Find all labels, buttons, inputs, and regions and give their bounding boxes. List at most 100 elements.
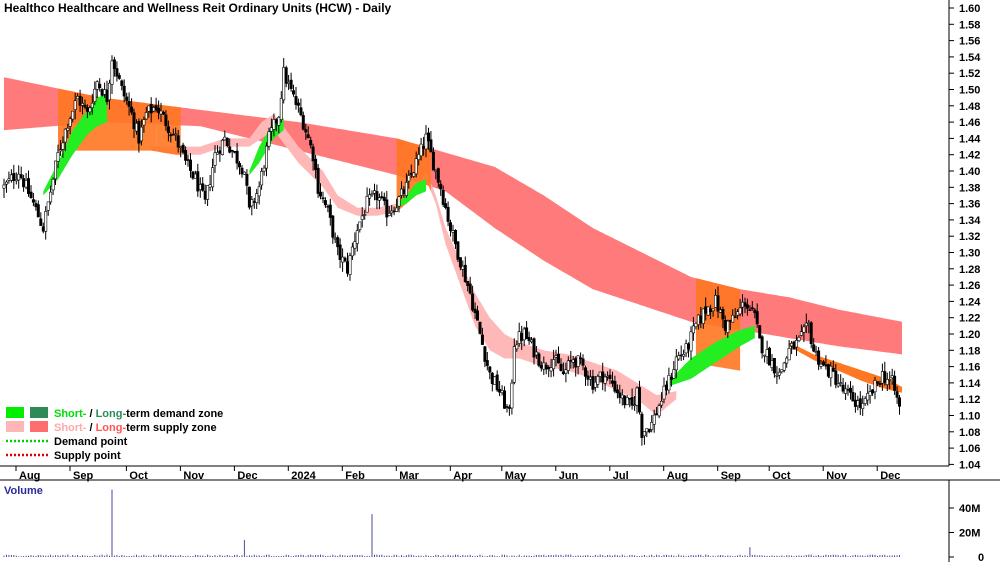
price-candle [674, 356, 678, 371]
price-candle [512, 346, 516, 383]
price-candle [282, 67, 286, 101]
price-candle [419, 143, 423, 157]
price-candle [431, 151, 435, 171]
price-candle [39, 218, 43, 226]
price-candle [726, 320, 730, 333]
price-candle [603, 376, 607, 384]
price-candle [83, 104, 87, 108]
volume-tick-label: 0 [978, 552, 984, 562]
price-candle [382, 196, 386, 201]
price-candle [53, 160, 57, 180]
price-candle [51, 179, 55, 191]
price-candle [841, 384, 845, 392]
price-candle [633, 404, 637, 407]
price-candle [444, 203, 448, 208]
price-candle [733, 316, 737, 318]
volume-panel-title: Volume [4, 485, 43, 497]
month-tick-label: Apr [453, 470, 473, 482]
price-candle [660, 400, 664, 406]
price-candle [669, 376, 673, 380]
price-candle [441, 190, 445, 205]
price-candle [144, 112, 148, 120]
price-candle [301, 115, 305, 130]
price-candle [402, 189, 406, 195]
price-candle [613, 380, 617, 392]
price-candle [434, 170, 438, 172]
price-candle [848, 387, 852, 393]
chart-title: Healthco Healthcare and Wellness Reit Or… [4, 1, 392, 15]
price-candle [802, 326, 806, 333]
legend-label: Supply point [54, 450, 121, 462]
price-candle [98, 83, 102, 88]
price-candle [485, 360, 489, 366]
price-candle [564, 369, 568, 374]
price-candle [277, 117, 281, 126]
price-candle [348, 255, 352, 275]
price-candle [336, 237, 340, 248]
price-candle [468, 283, 472, 294]
price-candle [264, 145, 268, 169]
price-candle [24, 180, 28, 188]
price-candle [819, 363, 823, 367]
price-candle [807, 322, 811, 325]
price-candle [61, 142, 65, 150]
price-candle [78, 95, 82, 106]
price-candle [12, 173, 16, 181]
price-candle [664, 384, 668, 391]
price-candle [184, 150, 188, 161]
legend-item: Short- / Long-term supply zone [6, 421, 217, 434]
volume-tick-labels: 40M 20M 0 [949, 503, 984, 562]
price-candle [63, 128, 67, 143]
price-candle [279, 98, 283, 120]
price-candle [620, 394, 624, 399]
price-candle [179, 146, 183, 148]
price-candle [147, 105, 151, 112]
price-candle [758, 325, 762, 339]
price-candle [289, 79, 293, 89]
legend-label: Short- / Long-term supply zone [54, 422, 217, 434]
month-tick-label: Nov [183, 470, 205, 482]
price-candle [142, 119, 146, 126]
price-tick-label: 1.46 [959, 117, 980, 129]
price-candle [753, 309, 757, 314]
price-candle [228, 146, 232, 153]
price-candle [696, 314, 700, 325]
price-candle [350, 246, 354, 257]
price-candle [534, 351, 538, 356]
price-candle [395, 207, 399, 212]
price-candle [495, 374, 499, 391]
price-candle [267, 131, 271, 147]
price-candle [890, 375, 894, 379]
price-candle [127, 101, 131, 107]
price-candle [407, 175, 411, 182]
price-candle [169, 134, 173, 137]
price-candle [824, 364, 828, 367]
price-candle [895, 391, 899, 398]
price-candle [672, 369, 676, 379]
price-candle [318, 191, 322, 197]
price-candle [88, 107, 92, 113]
price-candle [220, 140, 224, 156]
price-candle [750, 307, 754, 310]
price-candle [471, 293, 475, 311]
price-candle [625, 397, 629, 406]
price-candle [515, 344, 519, 350]
price-candle [682, 353, 686, 357]
price-candle [704, 306, 708, 314]
price-candle [372, 190, 376, 194]
volume-tick-label: 40M [959, 503, 980, 515]
price-candle [260, 171, 264, 186]
price-candle [122, 85, 126, 97]
price-candle [583, 367, 587, 377]
price-candle [608, 374, 612, 380]
price-candle [166, 126, 170, 133]
price-candle [542, 362, 546, 370]
price-candle [458, 257, 462, 268]
price-candle [552, 359, 556, 370]
price-candle [473, 308, 477, 314]
price-candle [189, 159, 193, 171]
price-tick-label: 1.52 [959, 68, 980, 80]
price-candle [775, 374, 779, 377]
price-candle [247, 186, 251, 208]
price-candle [812, 344, 816, 352]
